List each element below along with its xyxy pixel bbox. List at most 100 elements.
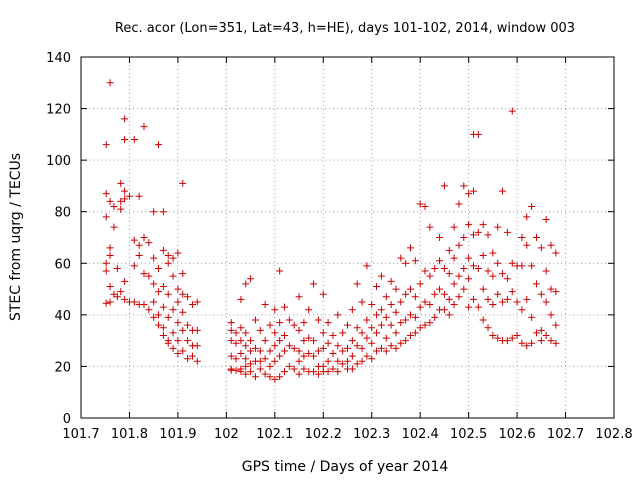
y-tick-label: 100 <box>46 154 71 169</box>
data-point-marker <box>179 326 187 334</box>
data-point-marker <box>353 280 361 288</box>
data-point-marker <box>552 339 560 347</box>
data-point-marker <box>271 357 279 365</box>
x-axis-tick-labels: 101.7 101.8 101.9 102 102.1 102.2 102.3 102.4 10… <box>62 427 632 442</box>
data-point-marker <box>411 257 419 265</box>
data-point-marker <box>276 267 284 275</box>
data-point-marker <box>106 197 114 205</box>
data-point-marker <box>334 357 342 365</box>
data-point-marker <box>237 368 245 376</box>
x-tick-label: 101.9 <box>159 427 196 442</box>
data-point-marker <box>102 267 110 275</box>
data-point-marker <box>237 295 245 303</box>
data-point-marker <box>266 347 274 355</box>
data-point-marker <box>431 290 439 298</box>
data-point-marker <box>528 262 536 270</box>
data-point-marker <box>266 362 274 370</box>
data-point-marker <box>300 319 308 327</box>
data-point-marker <box>334 342 342 350</box>
data-point-marker <box>281 303 289 311</box>
data-point-marker <box>193 357 201 365</box>
data-points <box>102 79 560 383</box>
data-point-marker <box>416 200 424 208</box>
data-point-marker <box>392 329 400 337</box>
data-point-marker <box>193 326 201 334</box>
data-point-marker <box>261 355 269 363</box>
data-point-marker <box>416 303 424 311</box>
data-point-marker <box>159 246 167 254</box>
data-point-marker <box>469 295 477 303</box>
data-point-marker <box>237 324 245 332</box>
data-point-marker <box>285 342 293 350</box>
data-point-marker <box>159 303 167 311</box>
data-point-marker <box>310 280 318 288</box>
data-point-marker <box>397 298 405 306</box>
data-point-marker <box>469 187 477 195</box>
data-point-marker <box>237 350 245 358</box>
data-point-marker <box>113 293 121 301</box>
data-point-marker <box>256 326 264 334</box>
data-point-marker <box>508 259 516 267</box>
data-point-marker <box>426 301 434 309</box>
data-point-marker <box>276 352 284 360</box>
data-point-marker <box>145 306 153 314</box>
data-point-marker <box>285 362 293 370</box>
data-point-marker <box>469 231 477 239</box>
data-point-marker <box>276 337 284 345</box>
data-point-marker <box>117 205 125 213</box>
data-point-marker <box>150 280 158 288</box>
data-point-marker <box>232 329 240 337</box>
data-point-marker <box>155 288 163 296</box>
data-point-marker <box>179 308 187 316</box>
data-point-marker <box>150 208 158 216</box>
data-point-marker <box>300 352 308 360</box>
data-point-marker <box>494 334 502 342</box>
data-point-marker <box>494 259 502 267</box>
data-point-marker <box>465 303 473 311</box>
data-point-marker <box>499 270 507 278</box>
data-point-marker <box>455 293 463 301</box>
data-point-marker <box>159 282 167 290</box>
data-point-marker <box>247 337 255 345</box>
data-point-marker <box>106 79 114 87</box>
data-point-marker <box>542 298 550 306</box>
data-point-marker <box>387 301 395 309</box>
data-point-marker <box>450 223 458 231</box>
data-point-marker <box>474 264 482 272</box>
plot-frame <box>80 56 615 419</box>
data-point-marker <box>387 342 395 350</box>
data-point-marker <box>460 234 468 241</box>
data-point-marker <box>169 329 177 337</box>
data-point-marker <box>547 311 555 319</box>
data-point-marker <box>339 347 347 355</box>
data-point-marker <box>542 267 550 275</box>
data-point-marker <box>426 223 434 231</box>
data-point-marker <box>314 347 322 355</box>
data-point-marker <box>406 331 414 339</box>
data-point-marker <box>164 313 172 321</box>
x-axis-label: GPS time / Days of year 2014 <box>242 459 449 475</box>
data-point-marker <box>261 301 269 309</box>
data-point-marker <box>305 306 313 314</box>
data-point-marker <box>174 285 182 293</box>
data-point-marker <box>532 234 540 241</box>
data-point-marker <box>528 339 536 347</box>
data-point-marker <box>300 365 308 373</box>
data-point-marker <box>319 290 327 298</box>
data-point-marker <box>145 272 153 280</box>
data-point-marker <box>382 293 390 301</box>
data-point-marker <box>494 223 502 231</box>
data-point-marker <box>247 368 255 376</box>
data-point-marker <box>445 270 453 278</box>
data-point-marker <box>402 259 410 267</box>
data-point-marker <box>319 329 327 337</box>
data-point-marker <box>406 311 414 319</box>
data-point-marker <box>140 123 148 131</box>
data-point-marker <box>344 321 351 329</box>
y-tick-label: 60 <box>54 257 71 272</box>
data-point-marker <box>285 316 293 324</box>
data-point-marker <box>251 316 259 324</box>
grid-lines <box>81 57 614 418</box>
data-point-marker <box>295 326 303 334</box>
data-point-marker <box>537 290 545 298</box>
